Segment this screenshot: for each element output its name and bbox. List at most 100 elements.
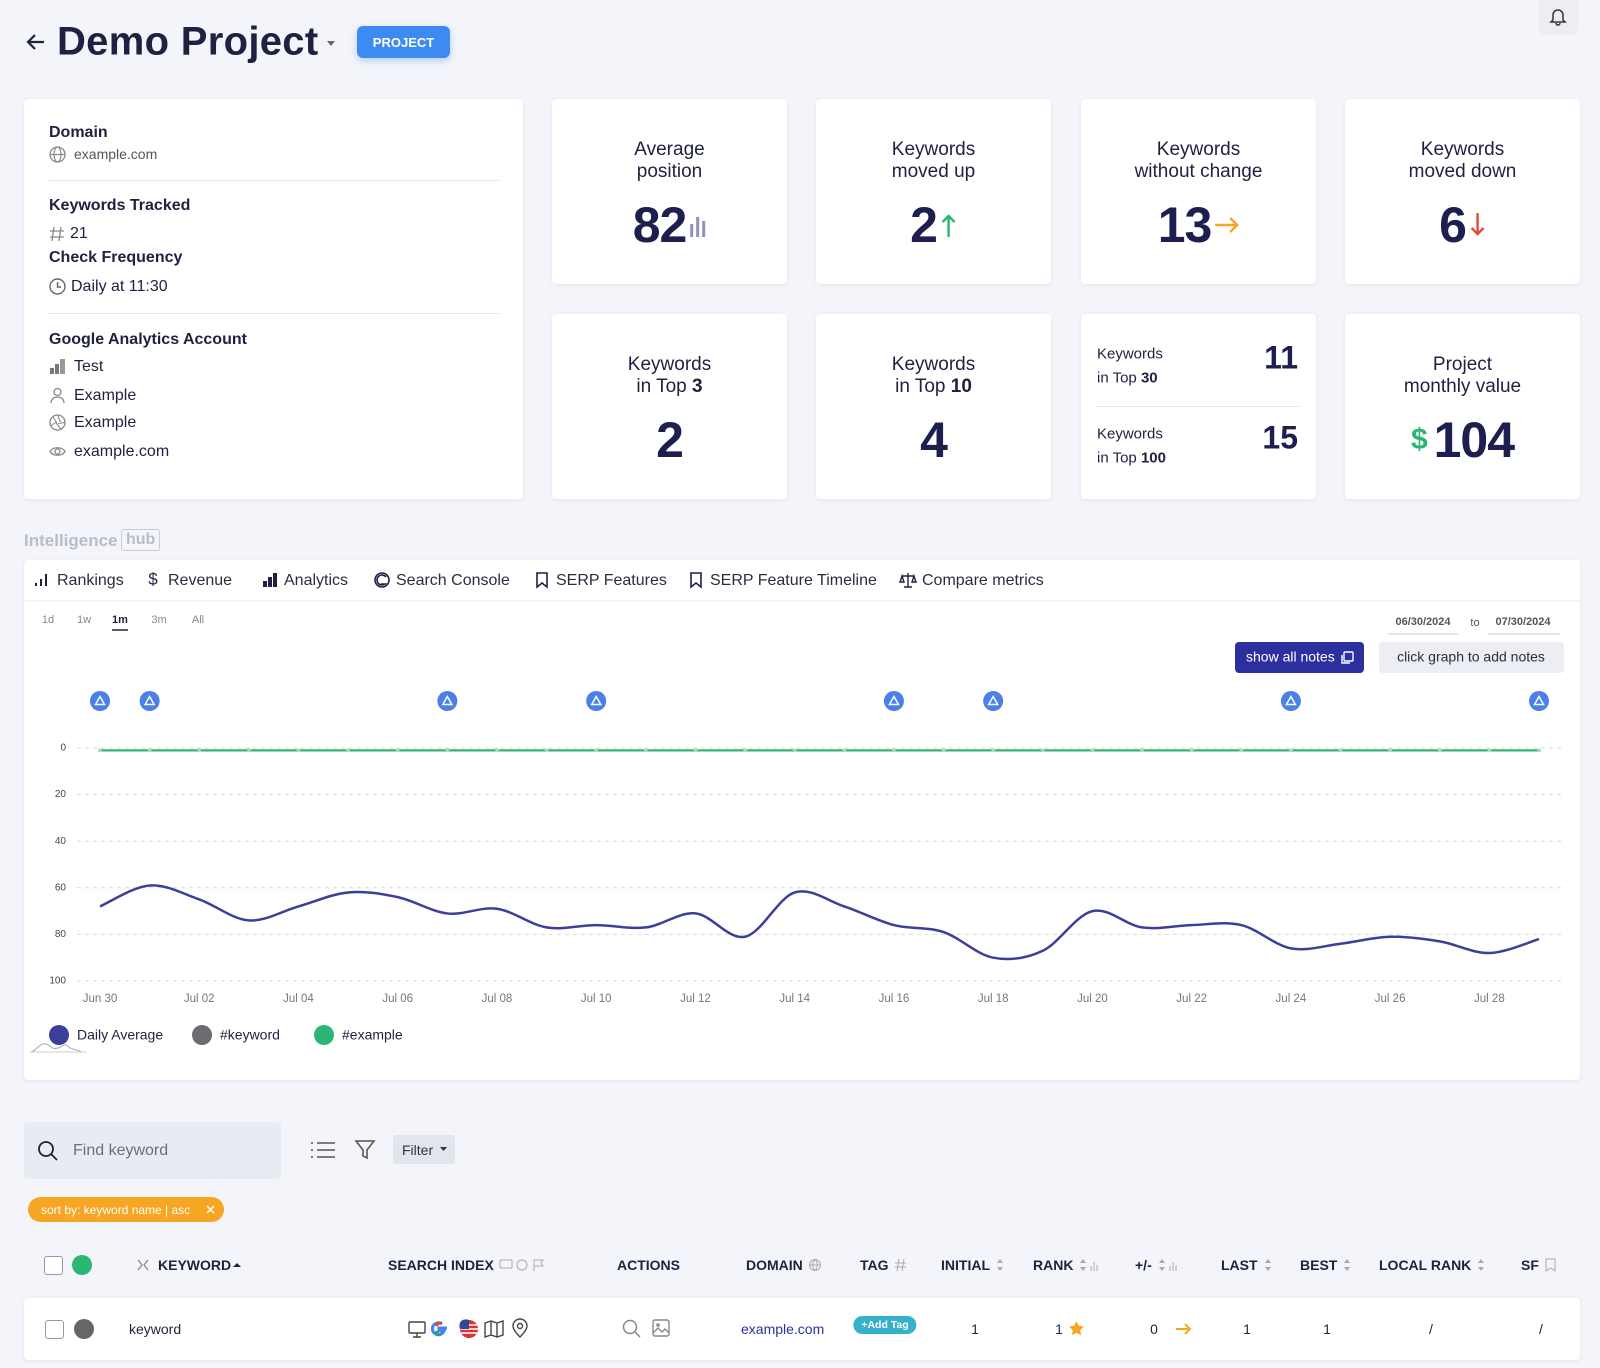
column-header[interactable]: INITIAL [941,1257,1004,1273]
ga-icon [49,443,66,460]
search-box[interactable]: Find keyword [24,1122,281,1179]
divider [1097,406,1300,407]
stat-label: Keywords [1097,346,1163,363]
checkbox[interactable] [45,1320,64,1339]
note-marker[interactable] [983,691,1003,711]
title-caret [327,41,335,46]
series-point [694,749,698,753]
note-marker-part [983,691,1003,711]
column-header[interactable]: +/- [1135,1257,1176,1273]
column-header[interactable]: KEYWORD [158,1257,241,1273]
column-header[interactable]: TAG [860,1257,906,1273]
header-icon [996,1259,1004,1271]
bell-button[interactable] [1539,0,1578,35]
legend-item[interactable]: Daily Average [49,1025,163,1045]
stat-big: 6 [1439,196,1486,254]
info-value: 21 [70,225,88,243]
stat-big: $104 [1411,411,1514,469]
search-index-icons [408,1319,536,1339]
header-icon-part [1265,1259,1271,1271]
stat-icon-part [702,221,705,237]
tab-icon-part [537,573,547,587]
column-header[interactable]: ACTIONS [617,1257,680,1273]
column-header[interactable]: RANK [1033,1257,1097,1273]
header-icon [233,1263,241,1267]
stat-card: Keywordsin Top 104 [816,314,1051,499]
column-header[interactable]: DOMAIN [746,1257,821,1273]
filter-button[interactable]: Filter [393,1135,455,1164]
ga-icon-part [51,397,64,403]
info-label: Domain [49,124,108,142]
series-point [594,749,598,753]
stat-value: 82 [633,196,687,254]
series-point [1438,749,1442,753]
tab[interactable]: Compare metrics [900,572,1044,589]
filter-icon[interactable] [355,1140,375,1160]
column-header[interactable]: LOCAL RANK [1379,1257,1485,1273]
tab[interactable]: SERP Features [537,572,667,589]
tab-icon [375,573,389,587]
x-tick-label: Jul 18 [978,993,1009,1005]
sort-chip[interactable]: sort by: keyword name | asc [28,1197,224,1222]
tab[interactable]: $Revenue [148,569,232,589]
stat-card: Keywordsin Top 3011Keywordsin Top 10015 [1081,314,1316,499]
tab[interactable]: Rankings [36,572,124,589]
note-marker[interactable] [586,691,606,711]
tab[interactable]: SERP Feature Timeline [691,572,877,589]
stat-top: 30 [1141,370,1158,387]
column-header-label: BEST [1300,1257,1337,1273]
note-marker-part [90,691,110,711]
legend-swatch [49,1025,69,1045]
tab-icon [900,573,916,587]
stat-big: 2 [910,196,957,254]
ga-icon-part [55,449,60,454]
stat-label: position [637,161,703,182]
stat-label: Keywords [892,139,975,161]
header-icon [809,1259,821,1271]
checkbox[interactable] [44,1256,63,1275]
range-button[interactable]: 1m [112,614,128,626]
column-header-label: TAG [860,1257,889,1273]
header-icon-part [517,1260,527,1270]
header-icon [1343,1259,1351,1271]
series-point [545,749,549,753]
legend-item[interactable]: #keyword [192,1025,280,1045]
filter-label: Filter [402,1142,433,1158]
list-icon[interactable] [311,1141,335,1159]
legend-label: Daily Average [77,1027,163,1043]
project-badge[interactable]: PROJECT [357,26,450,58]
column-header[interactable]: SF [1521,1257,1556,1273]
add-tag-button[interactable]: +Add Tag [853,1316,916,1334]
note-marker[interactable] [884,691,904,711]
local-rank-cell: / [1429,1321,1433,1337]
search-index-icons-part [518,1324,523,1329]
note-marker[interactable] [1281,691,1301,711]
back-arrow [26,32,46,52]
range-button[interactable]: 3m [151,614,166,626]
range-button[interactable]: 1d [42,614,54,626]
note-marker[interactable] [140,691,160,711]
column-header[interactable]: BEST [1300,1257,1351,1273]
column-header[interactable]: SEARCH INDEX [388,1257,544,1273]
stat-value: 2 [656,411,683,469]
note-marker[interactable] [1529,691,1549,711]
note-marker[interactable] [437,691,457,711]
action-image[interactable] [652,1319,670,1337]
action-search[interactable] [622,1319,642,1339]
series-point [1041,749,1045,753]
header-icon-part [233,1263,241,1267]
legend-item[interactable]: #example [314,1025,403,1045]
tab[interactable]: Search Console [375,572,510,589]
range-button[interactable]: All [192,614,204,626]
column-header[interactable]: LAST [1221,1257,1272,1273]
search-index-icons-part [459,1319,469,1329]
range-button[interactable]: 1w [77,614,91,626]
last-cell: 1 [1243,1321,1251,1337]
stat-value: 2 [910,196,937,254]
tab[interactable]: Analytics [263,572,348,589]
series-point [197,749,201,753]
domain-cell[interactable]: example.com [741,1321,824,1337]
note-marker[interactable] [90,691,110,711]
stat-big: 2 [656,411,683,469]
hub-title: Intelligence [24,531,118,551]
